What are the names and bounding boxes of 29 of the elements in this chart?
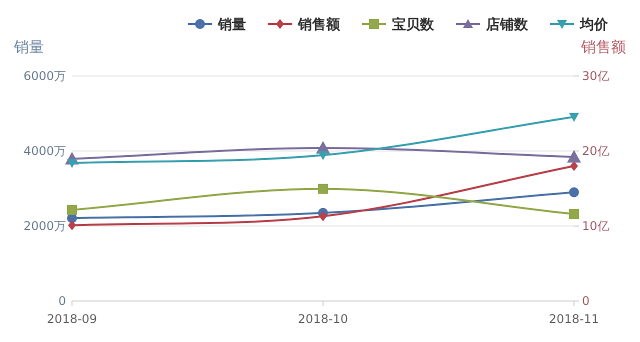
point [569,187,579,198]
legend-label: 销量 [217,17,246,33]
y-tick-label: 6000万 [23,69,66,83]
point [318,151,328,160]
x-tick-label: 2018-11 [548,312,600,326]
point [569,112,579,122]
legend-label: 销售额 [297,16,341,33]
y2-tick-label: 30亿 [582,69,610,83]
x-tick-label: 2018-10 [298,312,348,326]
legend-label: 宝贝数 [392,16,435,33]
y2-axis-title: 销售额 [580,38,626,56]
point [569,209,579,219]
point [68,220,76,230]
y-tick-label: 0 [58,294,66,308]
point [570,161,578,171]
legend-label: 均价 [579,17,609,33]
point [67,204,77,215]
y2-tick-label: 10亿 [582,219,610,233]
y2-tick-label: 0 [582,294,590,308]
point [319,211,327,222]
point [67,159,77,168]
y-axis-title: 销量 [13,38,44,56]
y2-tick-label: 20亿 [582,144,610,158]
y-tick-label: 4000万 [23,144,66,158]
point [318,184,328,194]
point [567,150,581,163]
legend-label: 店铺数 [485,16,529,33]
y-tick-label: 2000万 [23,219,66,233]
x-tick-label: 2018-09 [46,312,98,326]
